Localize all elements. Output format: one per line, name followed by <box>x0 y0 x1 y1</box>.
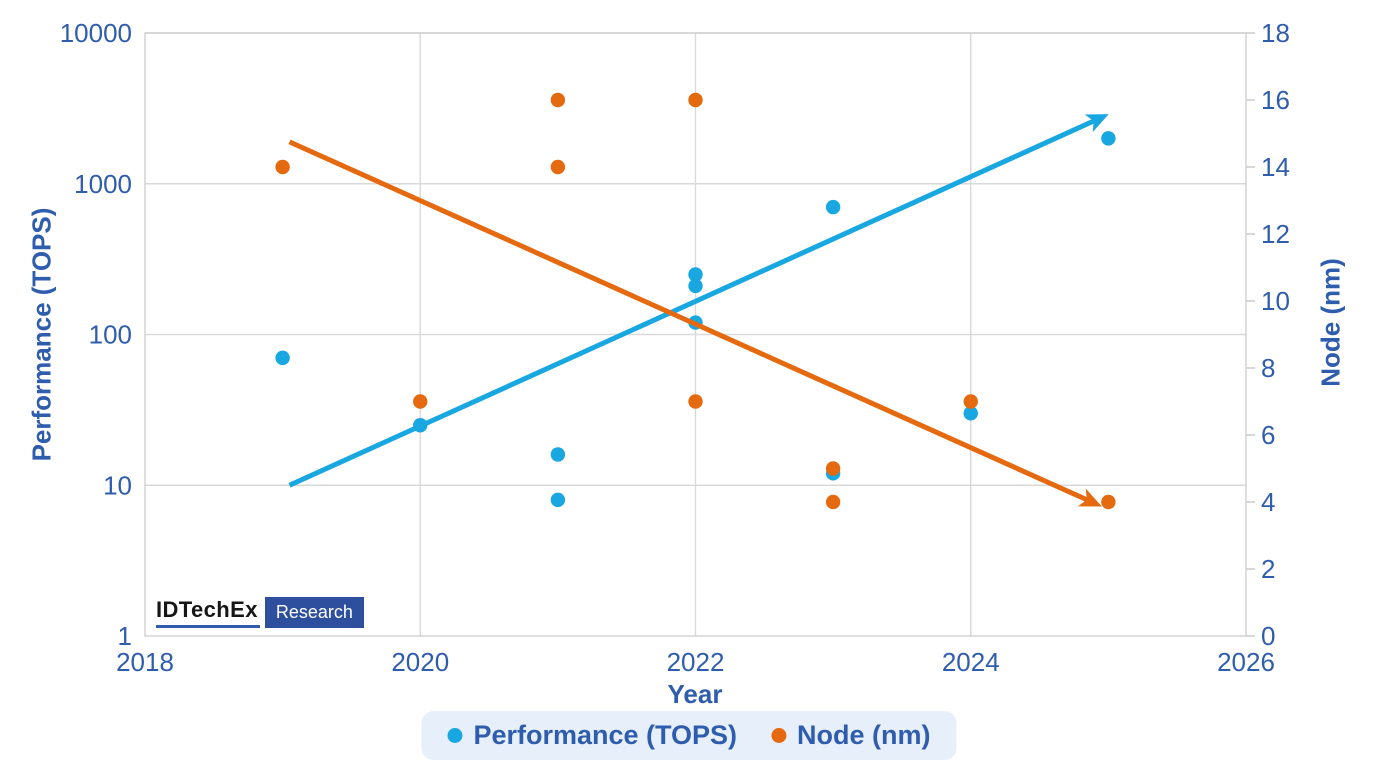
right-axis-tick-label: 16 <box>1261 85 1290 115</box>
performance-trend-arrow <box>288 114 1109 488</box>
x-axis-tick-label: 2022 <box>667 647 725 677</box>
performance-data-point <box>963 406 978 421</box>
node-data-point <box>275 159 290 175</box>
node-data-point <box>413 394 428 409</box>
left-axis-tick-label: 1 <box>118 621 132 651</box>
node-data-point <box>688 394 703 409</box>
plot-border <box>144 32 1247 637</box>
node-data-point <box>688 92 703 108</box>
node-data-point <box>963 394 978 409</box>
performance-data-point <box>413 418 428 433</box>
legend-item-performance: Performance (TOPS) <box>447 720 737 751</box>
node-data-point <box>1101 494 1116 510</box>
performance-data-point <box>825 199 841 215</box>
node-data-point <box>550 92 566 108</box>
left-axis-title: Performance (TOPS) <box>26 207 57 462</box>
left-axis-tick-label: 100 <box>89 320 132 350</box>
performance-data-point <box>275 350 290 366</box>
x-axis-tick-label: 2018 <box>116 647 174 677</box>
performance-data-point <box>1101 131 1116 146</box>
performance-legend-label: Performance (TOPS) <box>473 720 738 750</box>
node-legend-label: Node (nm) <box>797 720 931 750</box>
performance-data-point <box>688 267 703 282</box>
node-trend-arrow <box>288 139 1102 507</box>
x-axis-tick-label: 2020 <box>391 647 449 677</box>
node-data-point <box>825 461 841 476</box>
legend-item-node: Node (nm) <box>771 720 931 751</box>
performance-data-point <box>550 492 566 508</box>
x-axis-title: Year <box>667 679 723 709</box>
right-axis-tick-label: 0 <box>1261 621 1275 651</box>
right-axis-tick-label: 2 <box>1261 554 1275 584</box>
left-axis-tick-label: 10 <box>103 470 132 500</box>
left-axis-tick-label: 10000 <box>60 18 132 48</box>
right-axis-tick-label: 14 <box>1261 152 1290 182</box>
node-legend-dot-icon <box>771 728 787 743</box>
node-data-point <box>825 494 841 510</box>
performance-data-point <box>550 447 566 462</box>
right-axis-tick-label: 6 <box>1261 420 1275 450</box>
x-axis-tick-label: 2026 <box>1217 647 1275 677</box>
performance-data-point <box>688 278 703 294</box>
x-axis-tick-label: 2024 <box>942 647 1000 677</box>
node-data-point <box>550 159 566 175</box>
idtechex-logo: IDTechEx Research <box>156 597 364 628</box>
right-axis-tick-label: 8 <box>1261 353 1275 383</box>
right-axis-title: Node (nm) <box>1315 258 1346 387</box>
idtechex-logo-text: IDTechEx <box>156 597 260 628</box>
right-axis-tick-label: 10 <box>1261 286 1290 316</box>
chart-legend: Performance (TOPS) Node (nm) <box>421 711 957 760</box>
right-axis-tick-label: 18 <box>1261 18 1290 48</box>
performance-legend-dot-icon <box>447 728 463 743</box>
right-axis-tick-label: 12 <box>1261 219 1290 249</box>
left-axis-tick-label: 1000 <box>74 169 132 199</box>
idtechex-research-badge: Research <box>264 597 364 628</box>
right-axis-tick-label: 4 <box>1261 487 1275 517</box>
